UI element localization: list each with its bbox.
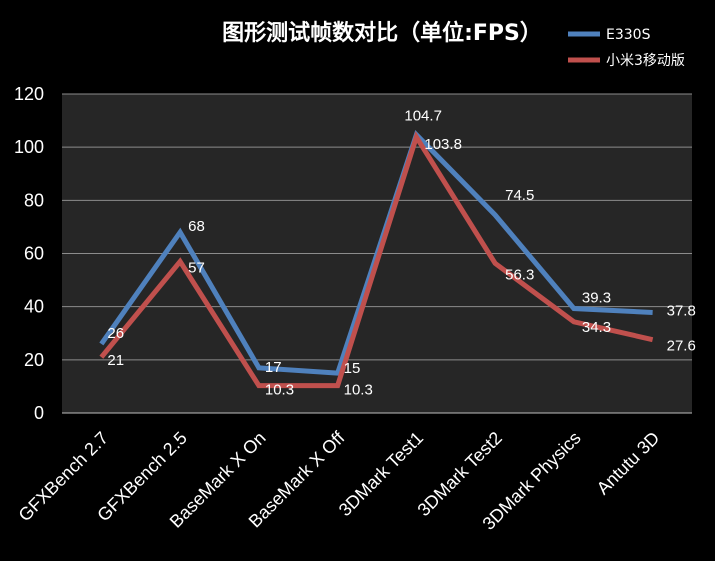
data-label: 21 <box>107 352 124 369</box>
data-label: 39.3 <box>582 290 611 307</box>
data-label: 68 <box>188 218 205 235</box>
series-line-1 <box>99 131 654 389</box>
y-tick-label: 120 <box>14 84 44 104</box>
data-label: 34.3 <box>582 319 611 336</box>
data-label: 26 <box>107 325 124 342</box>
data-label: 27.6 <box>667 338 696 355</box>
y-tick-label: 40 <box>24 297 44 317</box>
data-label: 15 <box>344 360 361 377</box>
data-label: 10.3 <box>344 382 373 399</box>
chart-title: 图形测试帧数对比（单位:FPS） <box>222 20 542 46</box>
data-label: 10.3 <box>265 382 294 399</box>
data-label: 104.7 <box>404 108 442 125</box>
data-label: 37.8 <box>667 303 696 320</box>
y-tick-label: 20 <box>24 350 44 370</box>
data-label: 56.3 <box>505 266 534 283</box>
y-tick-label: 60 <box>24 244 44 264</box>
legend: E330S 小米3移动版 <box>568 27 685 69</box>
series-lines <box>99 129 654 389</box>
data-label: 17 <box>265 359 282 376</box>
y-tick-label: 100 <box>14 137 44 157</box>
data-label: 103.8 <box>424 136 462 153</box>
data-labels: 26 68 17 15 104.7 74.5 39.3 37.8 21 57 10.3 10.3 103… <box>107 108 695 399</box>
legend-label-e330s: E330S <box>606 27 651 43</box>
y-tick-label: 80 <box>24 190 44 210</box>
y-tick-label: 0 <box>34 403 44 423</box>
data-label: 74.5 <box>505 187 534 204</box>
legend-label-mi3: 小米3移动版 <box>606 53 685 69</box>
y-axis: 0 20 40 60 80 100 120 <box>14 84 692 423</box>
data-label: 57 <box>188 259 205 276</box>
